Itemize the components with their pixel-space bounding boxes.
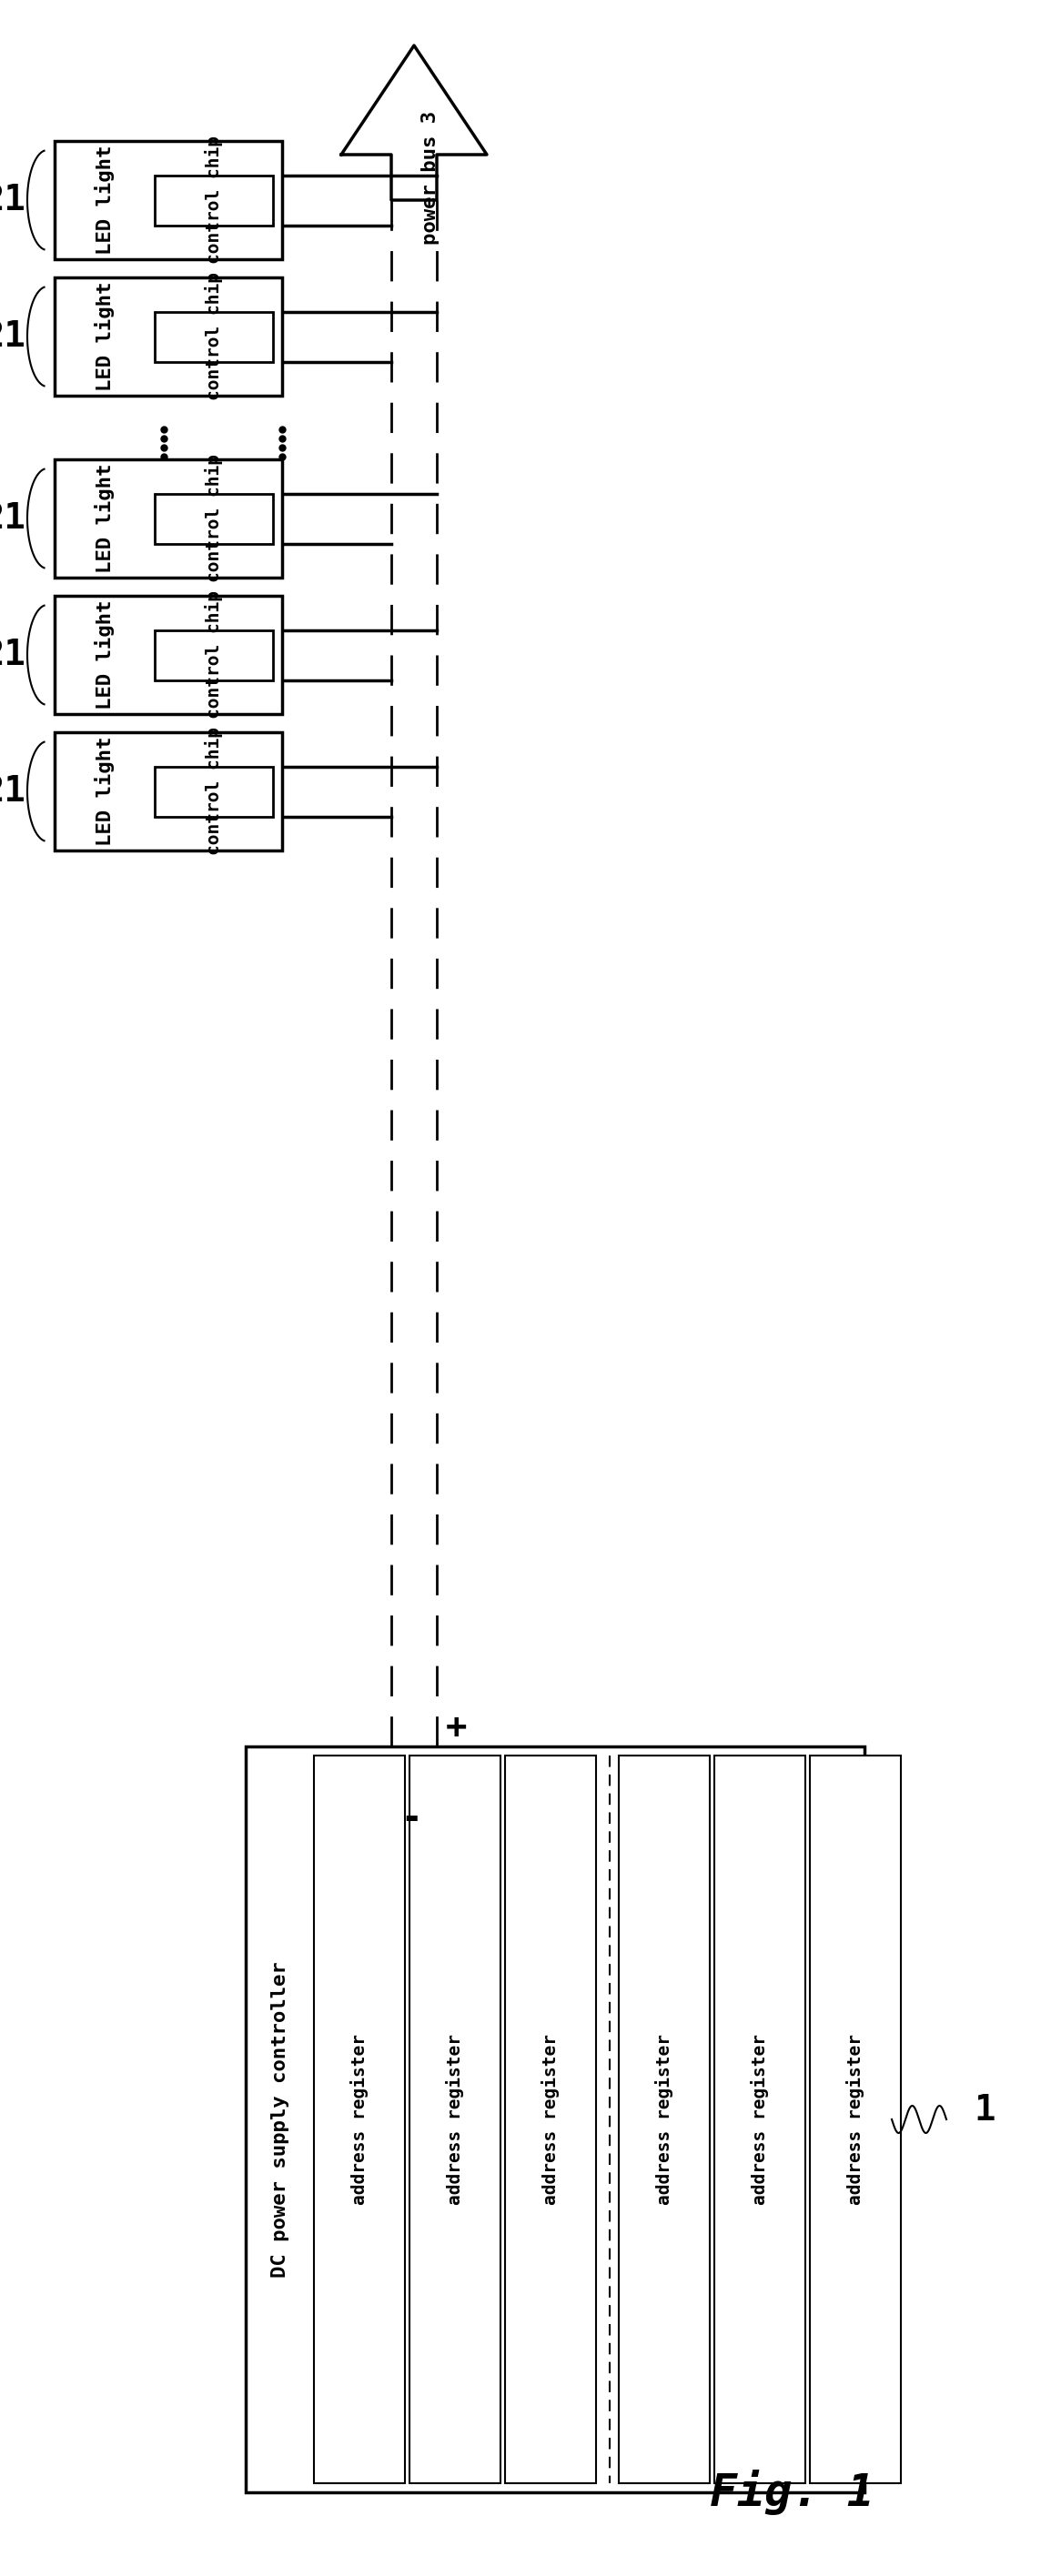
Text: address register: address register bbox=[446, 2035, 464, 2205]
Text: 1: 1 bbox=[973, 2092, 995, 2128]
Bar bbox=[155, 765, 273, 817]
Text: 21: 21 bbox=[0, 773, 26, 809]
Text: 21: 21 bbox=[0, 183, 26, 216]
Text: LED light: LED light bbox=[95, 144, 115, 255]
Text: LED light: LED light bbox=[95, 600, 115, 708]
Bar bbox=[155, 312, 273, 361]
Text: Fig. 1: Fig. 1 bbox=[709, 2470, 873, 2514]
Text: address register: address register bbox=[541, 2035, 560, 2205]
Text: +: + bbox=[446, 1710, 467, 1747]
Text: control chip: control chip bbox=[205, 273, 223, 402]
Text: control chip: control chip bbox=[205, 590, 223, 719]
Text: LED light: LED light bbox=[95, 281, 115, 392]
Text: address register: address register bbox=[351, 2035, 369, 2205]
Bar bbox=[155, 631, 273, 680]
Text: control chip: control chip bbox=[205, 726, 223, 855]
Text: power bus 3: power bus 3 bbox=[422, 111, 439, 245]
Polygon shape bbox=[341, 46, 487, 201]
Bar bbox=[314, 1754, 405, 2483]
Text: DC power supply controller: DC power supply controller bbox=[271, 1960, 289, 2277]
Text: control chip: control chip bbox=[205, 137, 223, 265]
Bar bbox=[54, 459, 282, 577]
Text: -: - bbox=[401, 1803, 422, 1837]
Bar bbox=[155, 495, 273, 544]
Bar bbox=[505, 1754, 596, 2483]
Text: address register: address register bbox=[751, 2035, 769, 2205]
Text: 21: 21 bbox=[0, 639, 26, 672]
Bar bbox=[54, 732, 282, 850]
Bar bbox=[155, 175, 273, 224]
Text: 21: 21 bbox=[0, 502, 26, 536]
Bar bbox=[618, 1754, 710, 2483]
Text: control chip: control chip bbox=[205, 453, 223, 582]
Bar bbox=[409, 1754, 501, 2483]
Bar bbox=[246, 1747, 864, 2494]
Bar bbox=[54, 278, 282, 397]
Text: address register: address register bbox=[846, 2035, 864, 2205]
Text: address register: address register bbox=[655, 2035, 674, 2205]
Bar bbox=[714, 1754, 806, 2483]
Bar bbox=[54, 595, 282, 714]
Text: LED light: LED light bbox=[95, 737, 115, 845]
Bar bbox=[54, 142, 282, 260]
Bar bbox=[810, 1754, 900, 2483]
Text: 21: 21 bbox=[0, 319, 26, 353]
Text: LED light: LED light bbox=[95, 464, 115, 574]
